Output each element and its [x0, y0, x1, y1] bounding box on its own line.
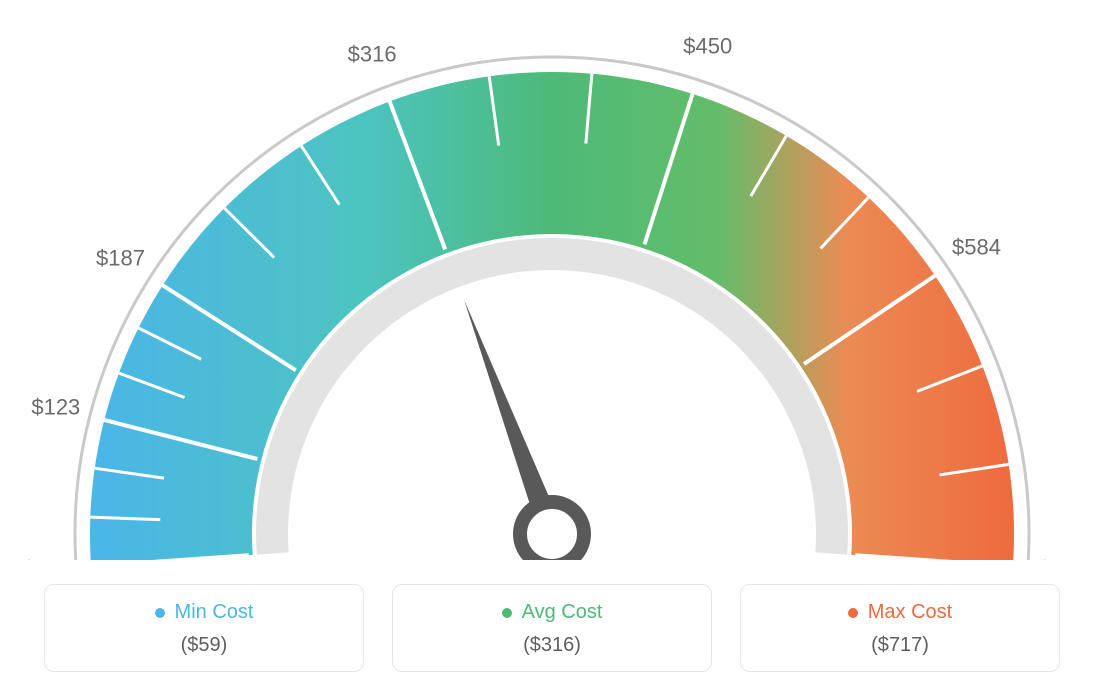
svg-text:$717: $717: [1038, 557, 1087, 560]
legend-label-min: Min Cost: [175, 601, 254, 624]
legend-value-max: ($717): [753, 634, 1047, 657]
legend-card-max: Max Cost ($717): [740, 584, 1060, 672]
legend-label-max: Max Cost: [868, 601, 952, 624]
legend-dot-min: [155, 608, 165, 618]
legend-value-avg: ($316): [405, 634, 699, 657]
legend-value-min: ($59): [57, 634, 351, 657]
legend-card-avg: Avg Cost ($316): [392, 584, 712, 672]
gauge-area: $59 $123 $187 $316 $450 $584 $717: [0, 0, 1104, 560]
cost-gauge: $59 $123 $187 $316 $450 $584 $717: [0, 0, 1104, 560]
legend-dot-max: [848, 608, 858, 618]
svg-text:$584: $584: [952, 235, 1001, 260]
svg-text:$316: $316: [348, 42, 397, 67]
svg-text:$450: $450: [683, 33, 732, 58]
svg-text:$187: $187: [96, 245, 145, 270]
legend-row: Min Cost ($59) Avg Cost ($316) Max Cost …: [0, 584, 1104, 672]
legend-dot-avg: [502, 608, 512, 618]
legend-label-avg: Avg Cost: [522, 601, 603, 624]
legend-card-min: Min Cost ($59): [44, 584, 364, 672]
svg-text:$123: $123: [31, 395, 80, 420]
svg-text:$59: $59: [23, 557, 60, 560]
